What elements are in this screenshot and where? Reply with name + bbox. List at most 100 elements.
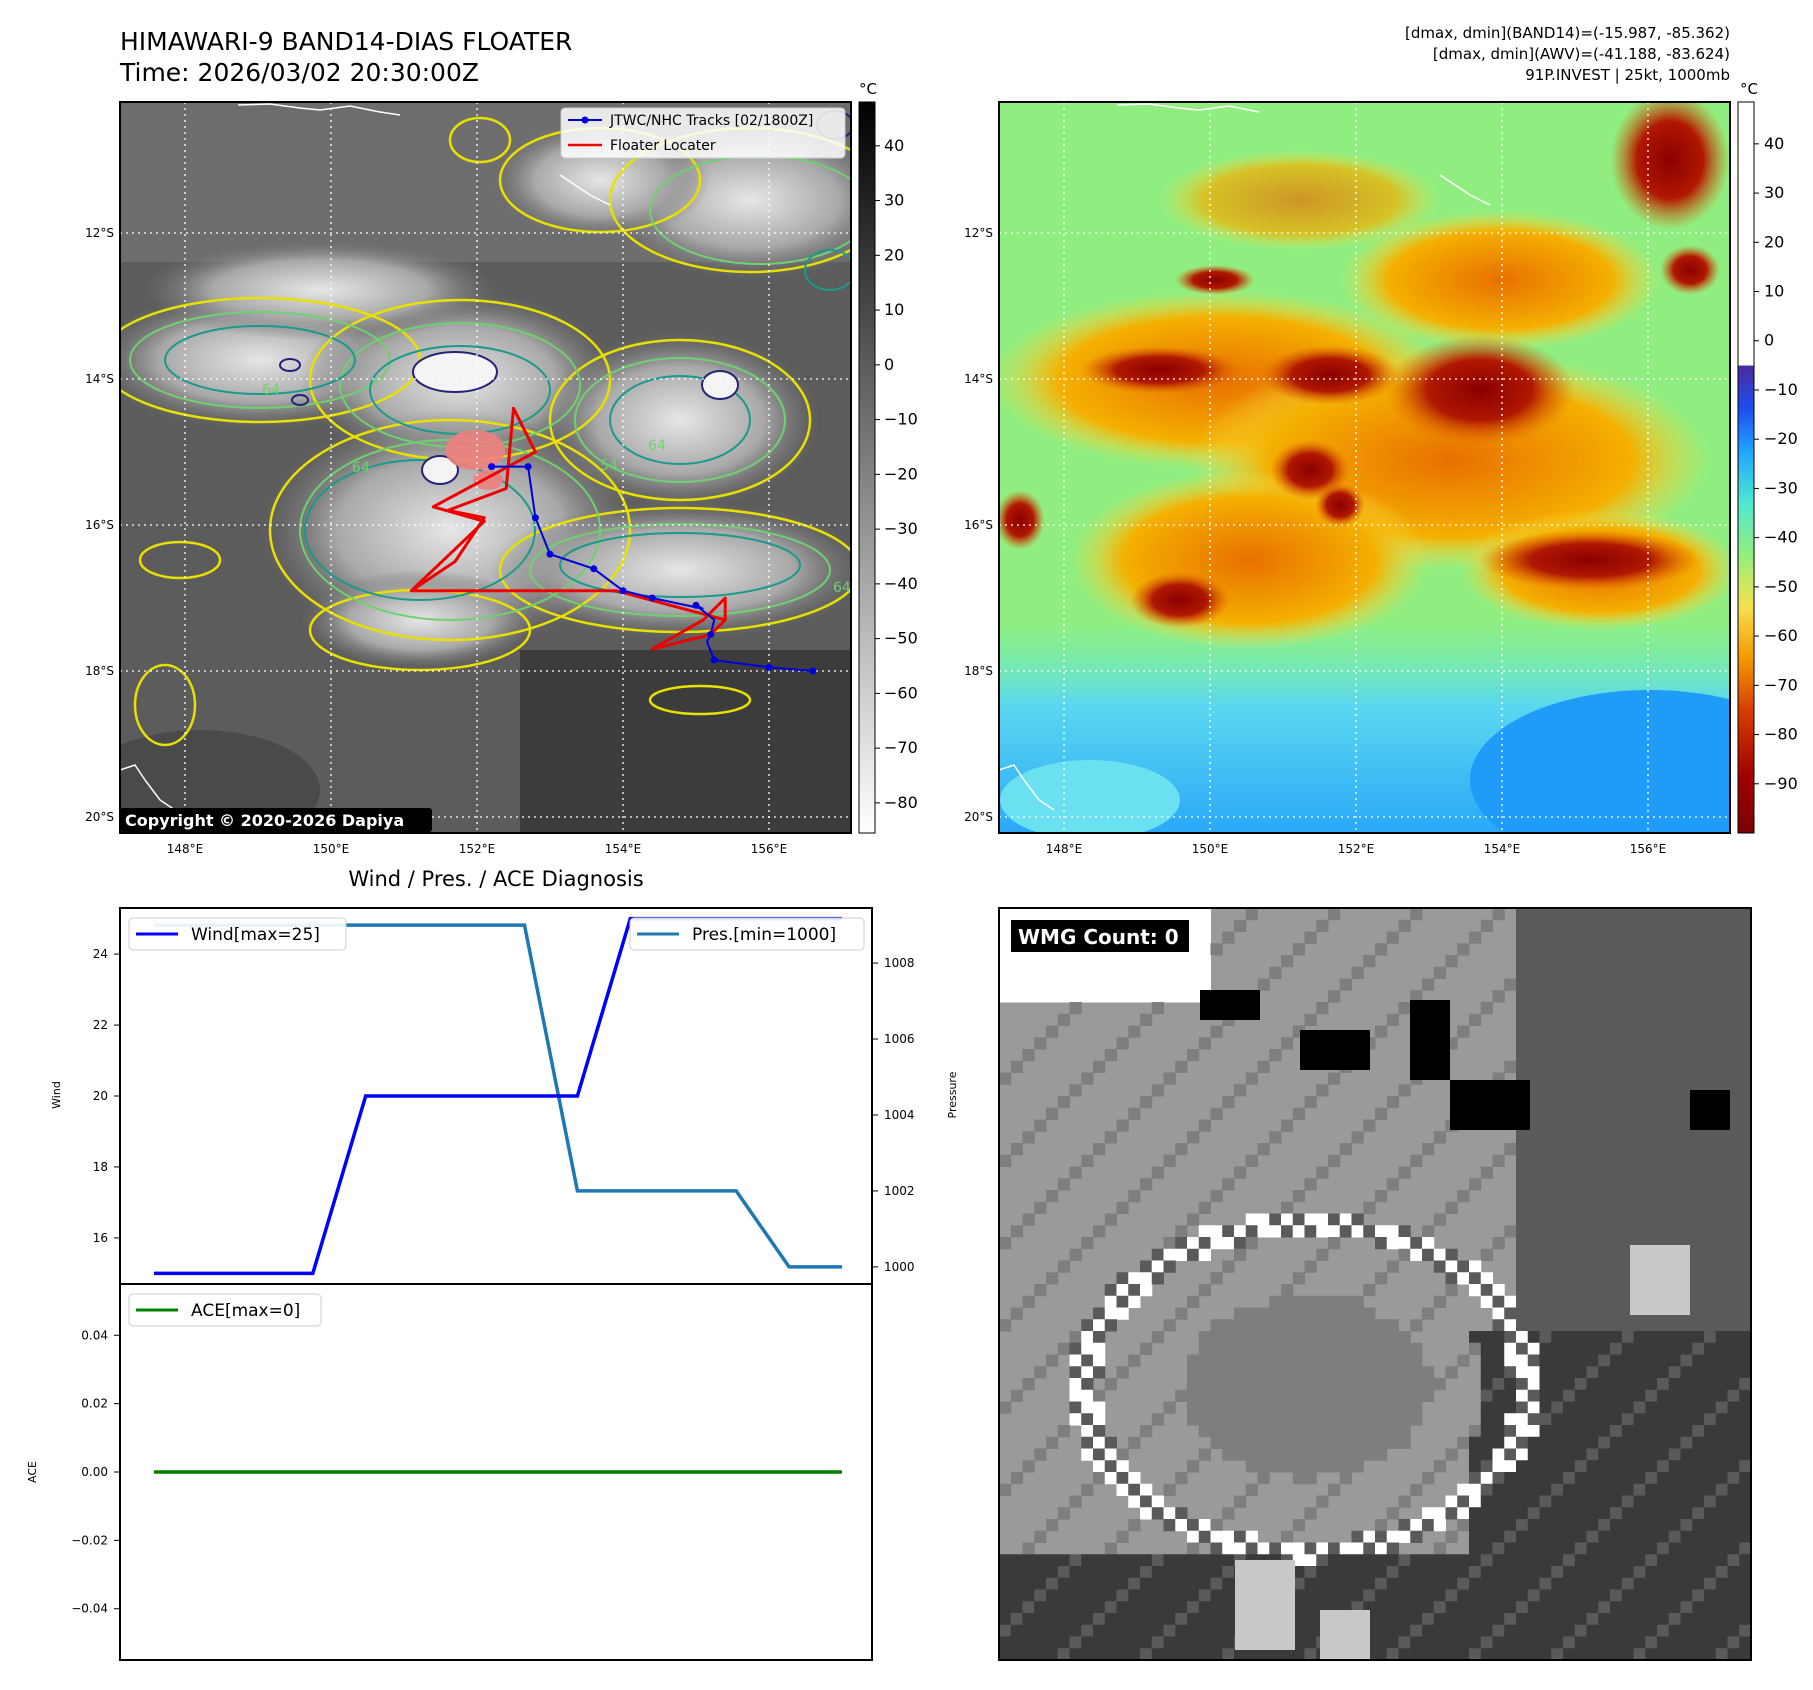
wmg-cell	[1480, 919, 1493, 932]
wmg-cell	[1563, 1389, 1576, 1402]
wmg-cell	[1187, 1366, 1435, 1379]
wmg-cell	[1304, 931, 1317, 944]
wmg-cell	[1445, 1507, 1458, 1520]
wmg-cell	[1445, 1272, 1458, 1285]
wmg-cell	[1690, 1090, 1730, 1130]
wmg-cell	[1093, 1366, 1106, 1379]
x-tick-label: 154°E	[605, 842, 642, 856]
wmg-cell	[1492, 1483, 1552, 1496]
wmg-cell	[1492, 1389, 1517, 1402]
wmg-cell	[1187, 1460, 1200, 1473]
wmg-cell	[1480, 1401, 1517, 1414]
wmg-cell	[1116, 1366, 1129, 1379]
wmg-cell	[1116, 1483, 1129, 1496]
wmg-cell	[1104, 1295, 1117, 1308]
wmg-cell	[1492, 908, 1505, 921]
wmg-cell	[1422, 1472, 1435, 1485]
wmg-cell	[1516, 931, 1751, 944]
wmg-cell	[1210, 1107, 1223, 1120]
colorbar-tick-label: −40	[1764, 528, 1798, 547]
wmg-cell	[1093, 1143, 1106, 1156]
wmg-cell	[1680, 1530, 1751, 1543]
wmg-cell	[1469, 1342, 1482, 1355]
wmg-cell	[1269, 1131, 1282, 1144]
wmg-cell	[1457, 1495, 1470, 1508]
wmg-cell	[1069, 1366, 1082, 1379]
wmg-cell	[1457, 1483, 1482, 1496]
wmg-cell	[1081, 1636, 1153, 1649]
wmg-cell	[1516, 1060, 1751, 1073]
wmg-cell	[1516, 1143, 1751, 1156]
wmg-cell	[1657, 1624, 1670, 1637]
wmg-cell	[1140, 1577, 1211, 1590]
colorbar-unit: °C	[1740, 80, 1758, 98]
wmg-cell	[1586, 1613, 1599, 1626]
wmg-cell	[1104, 1436, 1117, 1449]
wmg-cell	[1739, 1624, 1751, 1637]
wmg-cell	[1151, 1554, 1164, 1567]
wmg-cell	[1022, 1601, 1035, 1614]
wmg-cell	[999, 1319, 1012, 1332]
wmg-cell	[1422, 1237, 1435, 1250]
wmg-cell	[999, 978, 1211, 991]
wmg-cell	[1457, 1436, 1470, 1449]
wmg-cell	[1022, 1378, 1035, 1391]
wmg-cell	[1081, 1342, 1106, 1355]
wmg-cell	[1410, 1483, 1423, 1496]
locater-line	[409, 406, 727, 651]
wmg-cell	[1034, 1284, 1047, 1297]
wmg-cell	[1316, 1542, 1329, 1555]
wmg-cell	[1492, 1154, 1505, 1167]
wmg-cell	[1516, 1448, 1529, 1461]
wmg-cell	[1034, 1589, 1047, 1602]
wmg-cell	[1269, 1542, 1282, 1555]
x-tick-label: 152°E	[459, 842, 496, 856]
pressure-tick-label: 1000	[884, 1260, 915, 1274]
wmg-cell	[1375, 1589, 1446, 1602]
wmg-cell	[999, 966, 1211, 979]
wmg-cell	[1304, 1096, 1317, 1109]
wmg-cell	[1610, 1589, 1623, 1602]
wmg-cell	[1469, 1577, 1540, 1590]
ace-tick-label: −0.02	[71, 1533, 108, 1547]
wmg-cell	[1128, 1483, 1141, 1496]
wmg-cell	[1292, 1589, 1364, 1602]
wmg-cell	[1198, 1342, 1423, 1355]
wmg-cell	[1304, 1213, 1329, 1226]
wmg-cell	[1175, 1389, 1435, 1402]
y-tick-label: 14°S	[85, 372, 114, 386]
wmg-cell	[1198, 1448, 1211, 1461]
wmg-cell	[1504, 1613, 1517, 1626]
wmg-cell	[1433, 1295, 1446, 1308]
wmg-cell	[1175, 1624, 1247, 1637]
colorbar-tick-label: −70	[1764, 675, 1798, 694]
wmg-cell	[1480, 1295, 1493, 1308]
wmg-cell	[1516, 1530, 1587, 1543]
wmg-cell	[1516, 943, 1751, 956]
pressure-tick-label: 1004	[884, 1108, 915, 1122]
wmg-cell	[1234, 1248, 1247, 1261]
wmg-cell	[1057, 1577, 1129, 1590]
wmg-cell	[1657, 1378, 1670, 1391]
wmg-cell	[1210, 1530, 1235, 1543]
stats-awv: [dmax, dmin](AWV)=(-41.188, -83.624)	[1433, 45, 1730, 63]
wmg-cell	[1210, 943, 1223, 956]
wmg-cell	[1457, 1577, 1470, 1590]
wmg-cell	[1187, 1237, 1200, 1250]
wmg-cell	[1680, 1366, 1751, 1379]
x-tick-label: 148°E	[167, 842, 204, 856]
wmg-cell	[1480, 1248, 1493, 1261]
pressure-legend-label: Pres.[min=1000]	[692, 925, 836, 945]
wmg-cell	[1222, 1225, 1235, 1238]
wmg-cell	[1504, 1436, 1517, 1449]
wmg-cell	[1469, 1495, 1482, 1508]
wmg-cell	[999, 990, 1211, 1003]
wmg-cell	[1633, 1401, 1646, 1414]
wmg-cell	[999, 1636, 1070, 1649]
wmg-cell	[1516, 1002, 1751, 1015]
wmg-cell	[1410, 1237, 1423, 1250]
wmg-cell	[1610, 1342, 1623, 1355]
wmg-cell	[1104, 1284, 1117, 1297]
wmg-cell	[1398, 1225, 1411, 1238]
wmg-cell	[1398, 919, 1411, 932]
